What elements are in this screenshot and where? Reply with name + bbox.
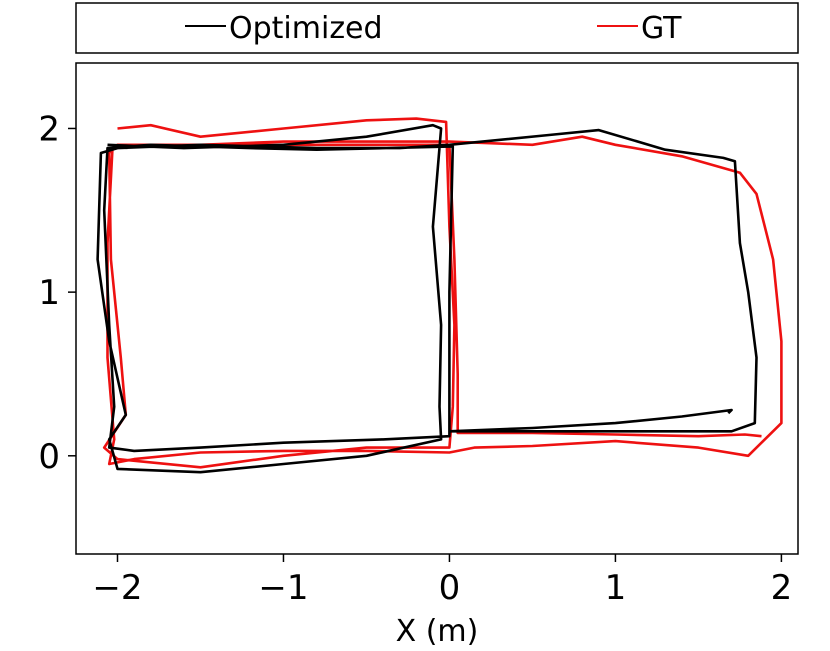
legend-label-optimized: Optimized: [229, 11, 383, 46]
legend-box: [75, 2, 799, 54]
x-tick-label: −2: [92, 568, 142, 608]
y-tick-label: 1: [38, 273, 60, 313]
x-tick-label: −1: [258, 568, 308, 608]
series-layer: [96, 117, 783, 474]
plot-area: [75, 62, 799, 555]
y-tick-label: 2: [38, 109, 60, 149]
legend-label-gt: GT: [641, 11, 682, 46]
series-line-optimized: [96, 123, 758, 474]
x-tick-label: 0: [439, 568, 461, 608]
x-axis-title: X (m): [396, 614, 479, 649]
x-tick-label: 2: [771, 568, 793, 608]
x-tick-label: 1: [605, 568, 627, 608]
y-tick-label: 0: [38, 437, 60, 477]
axes-layer: −2 −1 0 1 2 0 1 2: [38, 109, 792, 608]
